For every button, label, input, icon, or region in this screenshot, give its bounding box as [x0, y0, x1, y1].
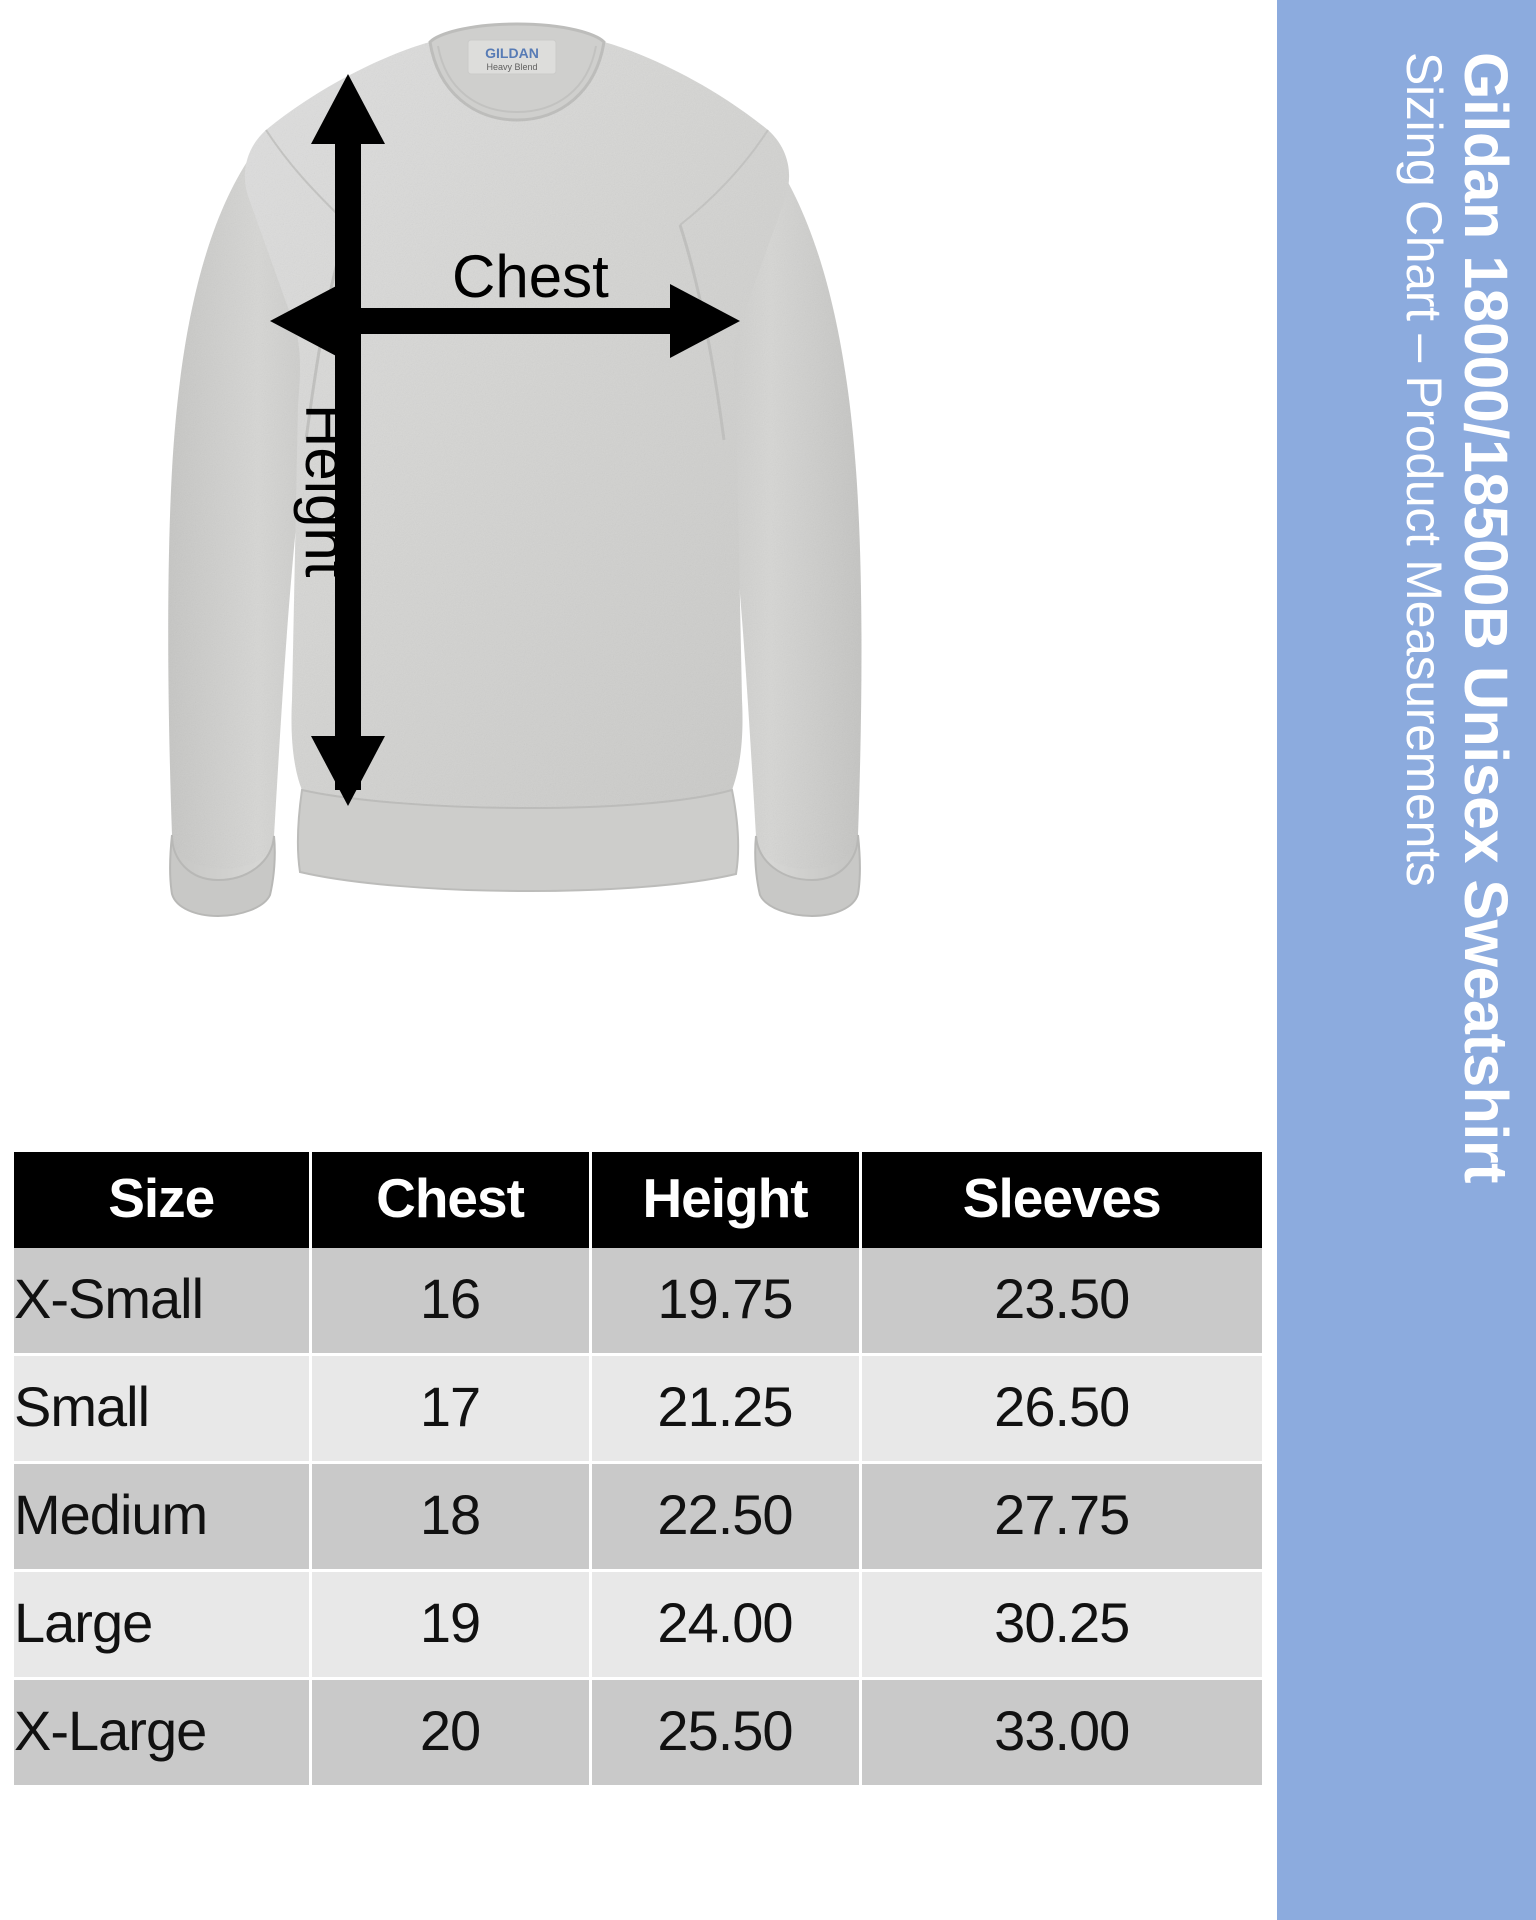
table-header: Size Chest Height Sleeves [14, 1152, 1262, 1248]
cell-sleeves: 30.25 [860, 1570, 1262, 1680]
table-row: Small 17 21.25 26.50 [14, 1354, 1262, 1464]
column-header-chest: Chest [310, 1152, 592, 1248]
cell-sleeves: 26.50 [860, 1354, 1262, 1464]
banner-title: Gildan 18000/18500B Unisex Sweatshirt [1452, 52, 1520, 1183]
cell-height: 21.25 [590, 1354, 862, 1464]
chest-measurement-arrow [270, 284, 740, 358]
cell-chest: 17 [310, 1354, 592, 1464]
brand-tag: GILDAN Heavy Blend [467, 39, 557, 75]
cell-sleeves: 23.50 [860, 1248, 1262, 1356]
chest-label: Chest [452, 243, 609, 310]
cell-size: Large [14, 1570, 312, 1680]
cell-height: 22.50 [590, 1462, 862, 1572]
column-header-height: Height [590, 1152, 862, 1248]
cell-size: Medium [14, 1462, 312, 1572]
banner-subtitle: Sizing Chart – Product Measurements [1395, 52, 1452, 887]
sweatshirt-shape [168, 22, 862, 918]
cell-height: 19.75 [590, 1248, 862, 1356]
cell-chest: 18 [310, 1462, 592, 1572]
table-row: Medium 18 22.50 27.75 [14, 1462, 1262, 1572]
column-header-sleeves: Sleeves [860, 1152, 1262, 1248]
cell-chest: 20 [310, 1678, 592, 1788]
table-row: Large 19 24.00 30.25 [14, 1570, 1262, 1680]
table-row: X-Small 16 19.75 23.50 [14, 1248, 1262, 1356]
table-header-row: Size Chest Height Sleeves [14, 1152, 1262, 1248]
table-body: X-Small 16 19.75 23.50 Small 17 21.25 26… [14, 1248, 1262, 1788]
cell-size: X-Small [14, 1248, 312, 1356]
cell-chest: 16 [310, 1248, 592, 1356]
sizing-table: Size Chest Height Sleeves X-Small 16 19.… [14, 1152, 1262, 1788]
title-banner-inner: Gildan 18000/18500B Unisex Sweatshirt Si… [1277, 0, 1536, 1920]
height-measurement-arrow [311, 74, 385, 806]
svg-text:Heavy Blend: Heavy Blend [486, 62, 537, 72]
cell-size: X-Large [14, 1678, 312, 1788]
cell-sleeves: 33.00 [860, 1678, 1262, 1788]
title-banner: Gildan 18000/18500B Unisex Sweatshirt Si… [1277, 0, 1536, 1920]
product-photo: GILDAN Heavy Blend Chest Height [0, 0, 1277, 940]
height-label: Height [293, 404, 360, 578]
cell-height: 25.50 [590, 1678, 862, 1788]
table-row: X-Large 20 25.50 33.00 [14, 1678, 1262, 1788]
svg-text:GILDAN: GILDAN [485, 45, 539, 61]
cell-sleeves: 27.75 [860, 1462, 1262, 1572]
cell-size: Small [14, 1354, 312, 1464]
column-header-size: Size [14, 1152, 312, 1248]
cell-height: 24.00 [590, 1570, 862, 1680]
cell-chest: 19 [310, 1570, 592, 1680]
